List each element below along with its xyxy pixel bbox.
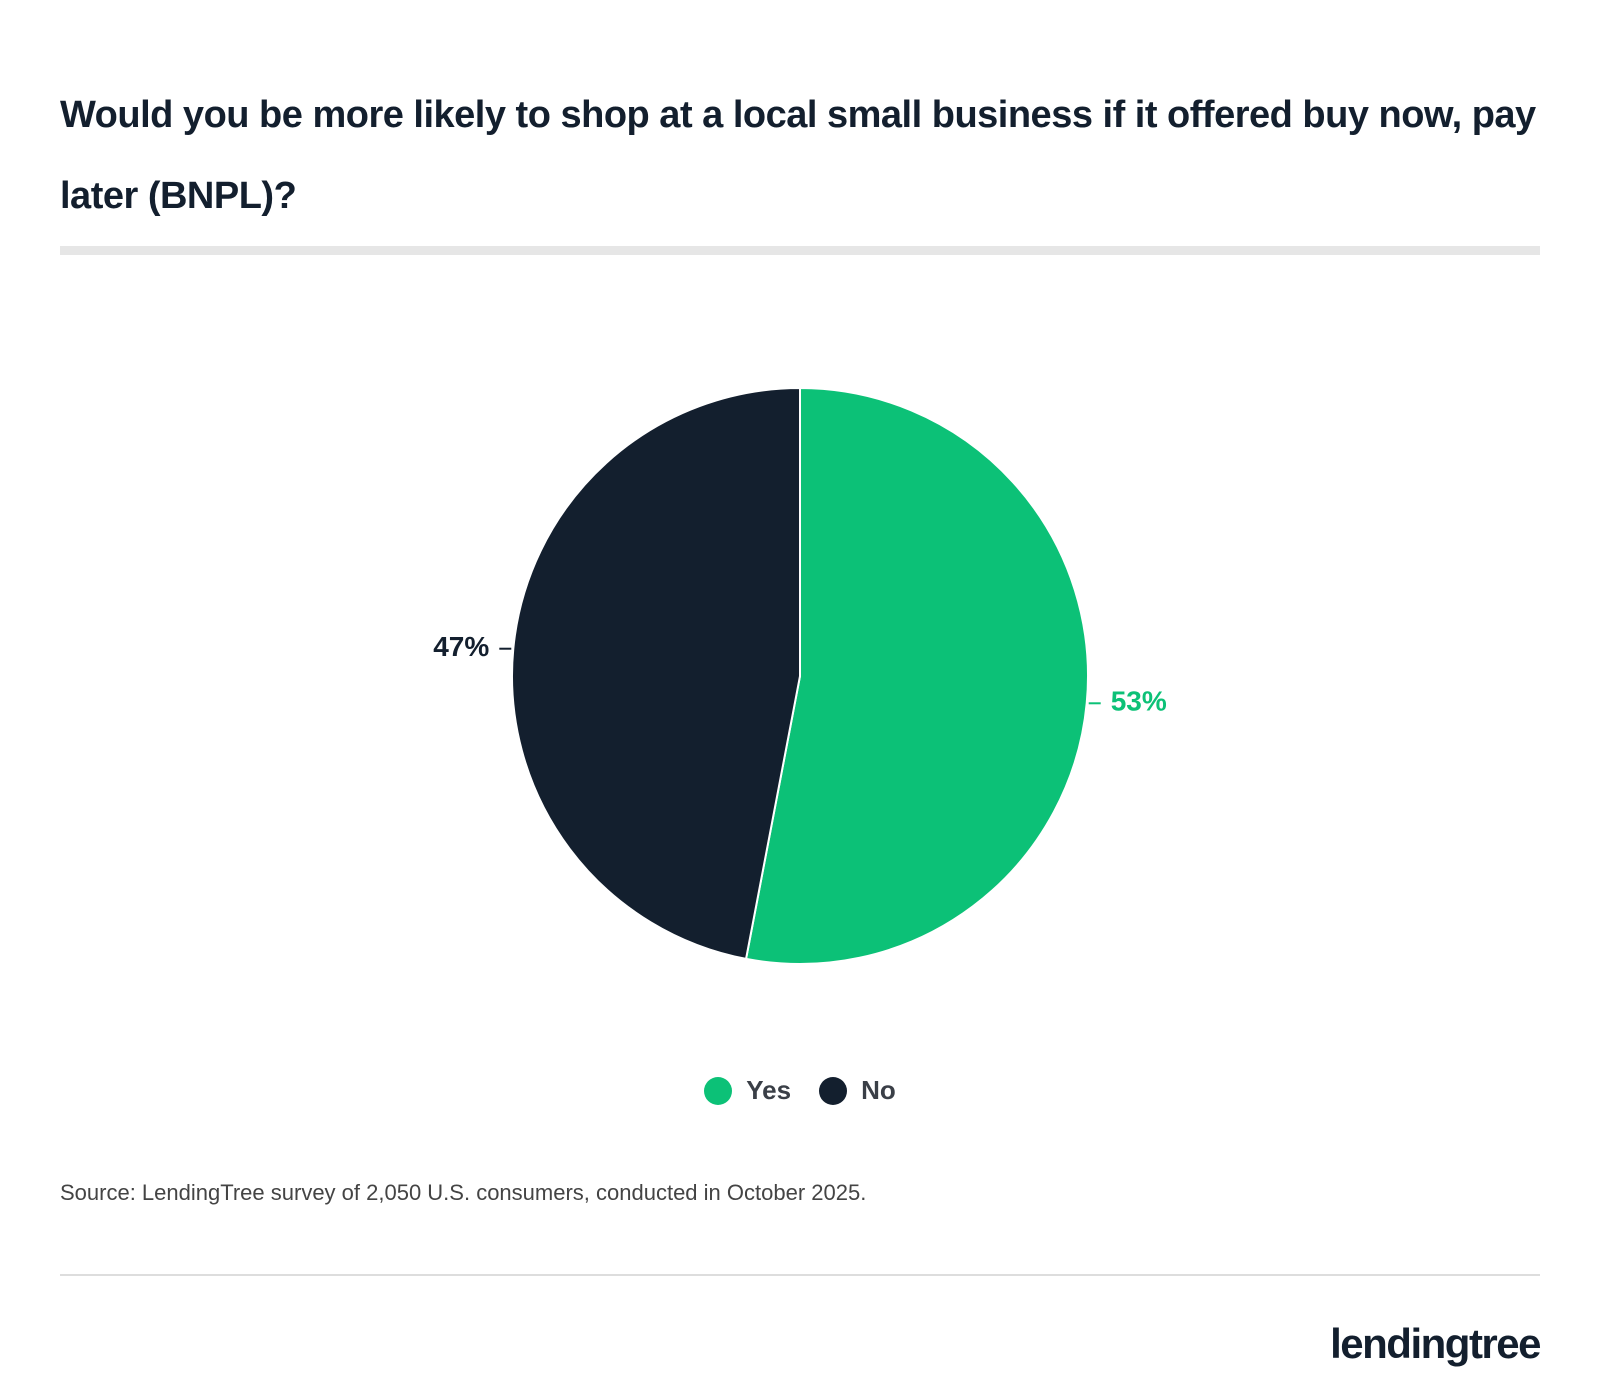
data-label: 53% — [1111, 686, 1167, 717]
source-note: Source: LendingTree survey of 2,050 U.S.… — [60, 1180, 867, 1205]
legend-label: No — [861, 1075, 896, 1105]
legend-item: Yes — [704, 1075, 791, 1106]
legend-swatch — [819, 1076, 848, 1105]
legend: Yes No — [0, 1075, 1600, 1106]
footer-rule — [60, 1274, 1540, 1276]
legend-swatch — [704, 1076, 733, 1105]
data-label: 47% — [433, 631, 489, 662]
title-rule — [60, 246, 1540, 255]
legend-label: Yes — [746, 1075, 792, 1105]
pie-slice — [511, 386, 801, 961]
chart-title: Would you be more likely to shop at a lo… — [60, 94, 1536, 217]
pie-slice — [744, 386, 1089, 965]
logo: lendingtree — [1330, 1320, 1541, 1367]
legend-item: No — [819, 1075, 896, 1106]
chart: 53% 47% — [433, 386, 1167, 965]
